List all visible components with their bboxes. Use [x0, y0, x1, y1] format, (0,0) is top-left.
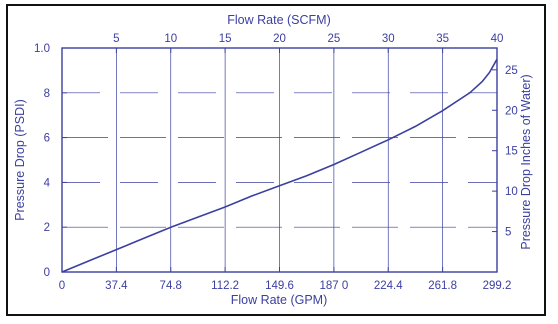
y-tick-label: 4 [44, 177, 51, 189]
grid-layer [62, 48, 497, 272]
pressure-drop-curve [61, 58, 498, 273]
x2-tick-label: 20 [273, 33, 286, 45]
chart-frame [6, 4, 546, 316]
x2-tick-label: 35 [436, 33, 449, 45]
x2-tick-label: 15 [219, 33, 232, 45]
x2-tick-label: 25 [327, 33, 340, 45]
curve-layer [61, 58, 498, 273]
x-tick-label: 187 0 [319, 280, 348, 292]
x-tick-label: 74.8 [160, 280, 182, 292]
x2-axis-title: Flow Rate (SCFM) [227, 13, 330, 27]
y-tick-label: 2 [44, 222, 50, 234]
x2-tick-label: 40 [491, 33, 504, 45]
y-tick-label: 0 [44, 267, 50, 279]
x-tick-label: 261.8 [428, 280, 457, 292]
x-tick-label: 299.2 [483, 280, 512, 292]
y-axis-title: Pressure Drop (PSDI) [13, 99, 27, 221]
y-tick-label: 8 [44, 88, 50, 100]
x2-tick-label: 5 [113, 33, 119, 45]
label-layer: 0 37.4 74.8 112.2 149.6 187 0 224.4 261.8 299.2 5… [34, 33, 518, 292]
y-tick-label: 6 [44, 133, 50, 145]
x-tick-label: 37.4 [105, 280, 128, 292]
x-axis-title: Flow Rate (GPM) [231, 293, 328, 307]
x-tick-label: 149.6 [265, 280, 294, 292]
y2-tick-label: 25 [505, 65, 518, 77]
y2-tick-label: 20 [505, 105, 518, 117]
y-tick-label: 1.0 [34, 43, 50, 55]
y2-tick-label: 15 [505, 146, 518, 158]
x-tick-label: 0 [59, 280, 65, 292]
x2-tick-label: 10 [164, 33, 177, 45]
y2-axis-title: Pressure Drop Inches of Water) [519, 74, 533, 249]
x2-tick-label: 30 [382, 33, 395, 45]
x-tick-label: 112.2 [211, 280, 239, 292]
tick-layer [61, 47, 498, 273]
y2-tick-label: 10 [505, 186, 518, 198]
x-tick-label: 224.4 [374, 280, 403, 292]
y2-tick-label: 5 [505, 227, 511, 239]
